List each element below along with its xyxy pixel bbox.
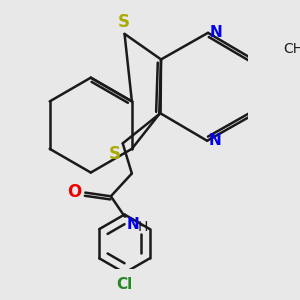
Text: S: S [118, 13, 130, 31]
Text: N: N [126, 217, 139, 232]
Text: CH₃: CH₃ [284, 42, 300, 56]
Text: O: O [68, 183, 82, 201]
Text: Cl: Cl [116, 277, 133, 292]
Text: S: S [109, 145, 121, 163]
Text: N: N [209, 133, 222, 148]
Text: H: H [137, 220, 148, 234]
Text: N: N [210, 25, 223, 40]
